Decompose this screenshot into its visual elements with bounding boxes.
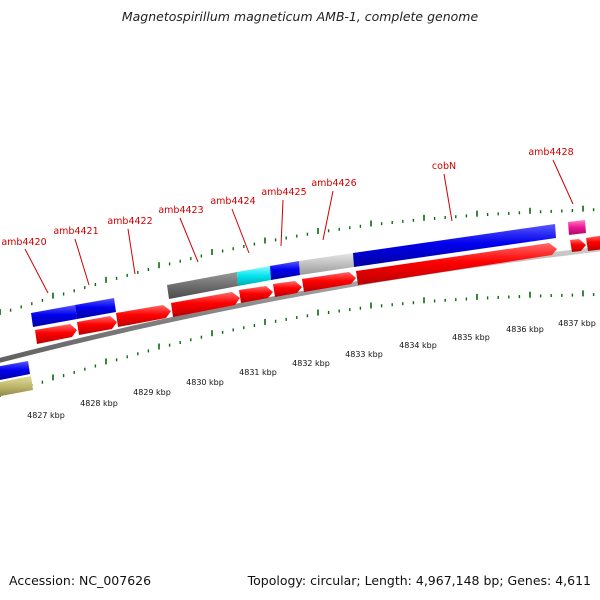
scale-label-4835: 4835 kbp [452, 333, 490, 342]
feature-cyan [237, 266, 271, 286]
feature-light-gray [299, 253, 354, 275]
cds-arrow [171, 292, 240, 317]
gene-label-amb4420: amb4420 [1, 237, 46, 248]
feature-blue [0, 361, 30, 380]
cds-arrow [356, 243, 557, 285]
feature-blue [353, 224, 556, 267]
scale-label-4834: 4834 kbp [399, 341, 437, 350]
cds-arrow [302, 272, 356, 292]
scale-label-4827: 4827 kbp [27, 411, 65, 420]
scale-label-4830: 4830 kbp [186, 378, 224, 387]
backbone [0, 246, 600, 363]
scale-label-4833: 4833 kbp [345, 350, 383, 359]
gene-label-cobN: cobN [432, 161, 456, 172]
gene-label-amb4426: amb4426 [311, 178, 356, 189]
cds-arrow [586, 235, 600, 251]
feature-magenta [568, 220, 586, 235]
cds-arrow [116, 305, 171, 327]
gene-label-amb4424: amb4424 [210, 196, 255, 207]
topology-text: Topology: circular; Length: 4,967,148 bp… [247, 573, 591, 588]
feature-blue [270, 261, 300, 280]
cds-arrow [239, 286, 273, 303]
gene-label-amb4423: amb4423 [158, 205, 203, 216]
scale-label-4832: 4832 kbp [292, 359, 330, 368]
scale-label-4836: 4836 kbp [506, 325, 544, 334]
map-title: Magnetospirillum magneticum AMB-1, compl… [121, 9, 479, 24]
cds-arrow [570, 239, 586, 252]
scale-label-4829: 4829 kbp [133, 388, 171, 397]
gene-label-amb4421: amb4421 [53, 226, 98, 237]
gene-label-amb4422: amb4422 [107, 216, 152, 227]
feature-olive [0, 376, 33, 397]
cds-arrow [273, 281, 302, 297]
cds-arrow [77, 316, 117, 335]
feature-dark-gray [167, 272, 238, 299]
feature-blue [31, 305, 77, 327]
scale-label-4828: 4828 kbp [80, 399, 118, 408]
label-leaders [24, 159, 574, 294]
feature-blue [75, 298, 116, 319]
cds-arrow [35, 324, 77, 344]
gene-label-amb4428: amb4428 [528, 147, 573, 158]
accession-text: Accession: NC_007626 [9, 573, 152, 588]
scale-label-4837: 4837 kbp [558, 319, 596, 328]
outer-tick-arc [0, 205, 595, 315]
gene-label-amb4425: amb4425 [261, 187, 306, 198]
scale-label-4831: 4831 kbp [239, 368, 277, 377]
